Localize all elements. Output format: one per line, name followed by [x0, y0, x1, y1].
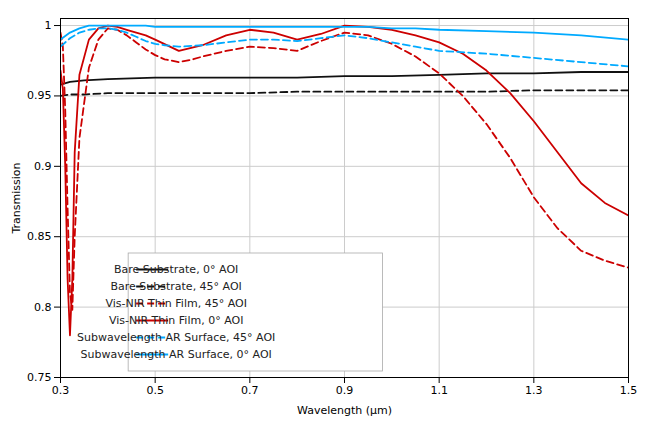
- svg-text:Subwavelength AR Surface, 0° A: Subwavelength AR Surface, 0° AOI: [81, 348, 272, 361]
- svg-text:1.3: 1.3: [525, 384, 543, 397]
- svg-text:0.7: 0.7: [241, 384, 258, 397]
- svg-text:0.9: 0.9: [34, 160, 52, 173]
- svg-text:Vis-NIR Thin Film, 0° AOI: Vis-NIR Thin Film, 0° AOI: [109, 314, 243, 327]
- svg-text:1.5: 1.5: [620, 384, 638, 397]
- svg-text:Vis-NIR Thin Film, 45° AOI: Vis-NIR Thin Film, 45° AOI: [105, 297, 246, 310]
- svg-text:0.85: 0.85: [27, 230, 52, 243]
- svg-text:0.5: 0.5: [146, 384, 164, 397]
- svg-text:Wavelength (μm): Wavelength (μm): [297, 404, 392, 417]
- svg-text:0.9: 0.9: [336, 384, 354, 397]
- svg-text:Subwavelength AR Surface, 45°: Subwavelength AR Surface, 45° AOI: [77, 331, 275, 344]
- svg-text:Bare Substrate, 45° AOI: Bare Substrate, 45° AOI: [110, 280, 241, 293]
- svg-text:Transmission: Transmission: [10, 162, 23, 234]
- svg-text:1: 1: [45, 19, 52, 32]
- svg-text:0.3: 0.3: [52, 384, 70, 397]
- svg-text:0.75: 0.75: [27, 371, 52, 384]
- svg-text:1.1: 1.1: [430, 384, 448, 397]
- svg-text:0.8: 0.8: [34, 301, 52, 314]
- svg-text:0.95: 0.95: [27, 89, 52, 102]
- svg-text:Bare Substrate, 0° AOI: Bare Substrate, 0° AOI: [114, 263, 238, 276]
